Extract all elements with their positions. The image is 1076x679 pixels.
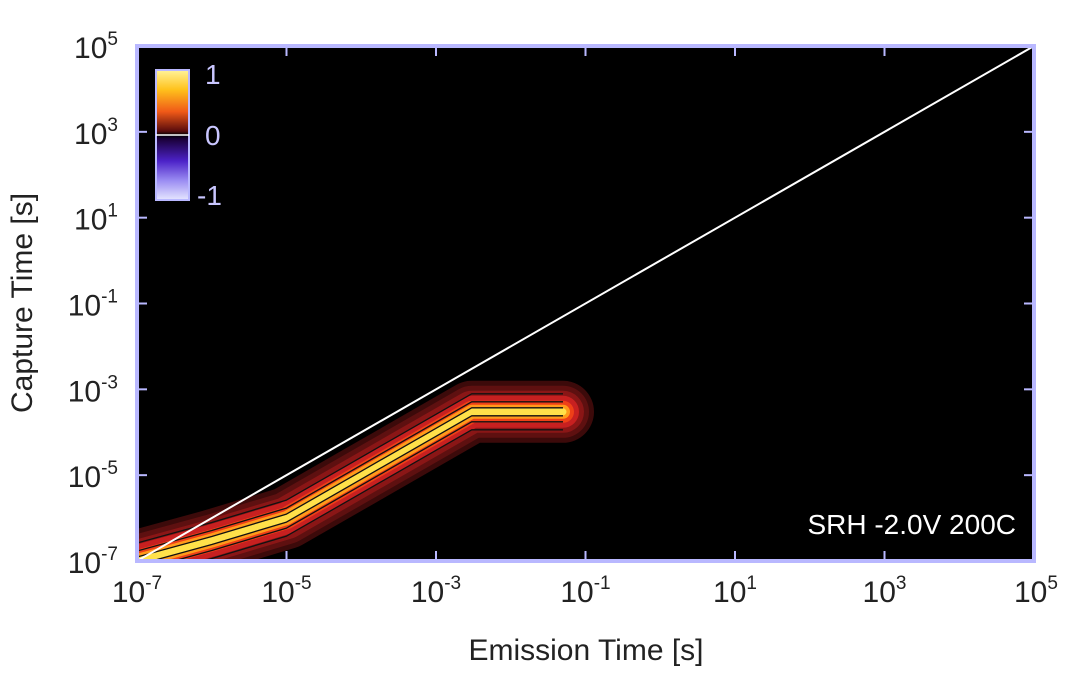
x-tick-label-4: 101 bbox=[713, 573, 757, 609]
contour-line-1 bbox=[137, 401, 563, 552]
density-ridge bbox=[137, 380, 594, 561]
colorbar-label-max: 1 bbox=[205, 59, 221, 90]
y-axis-label: Capture Time [s] bbox=[6, 193, 39, 413]
x-tick-label-6: 105 bbox=[1014, 573, 1058, 609]
y-tick-label-4: 101 bbox=[74, 201, 118, 237]
contour-line-3 bbox=[149, 415, 563, 561]
contour-line-4 bbox=[171, 421, 563, 561]
y-tick-label-3: 10-1 bbox=[68, 287, 118, 323]
contour-line-2 bbox=[137, 407, 563, 558]
x-tick-label-3: 10-1 bbox=[560, 573, 610, 609]
diagonal-line bbox=[137, 46, 1034, 561]
ridge-contour-6 bbox=[137, 408, 567, 561]
x-tick-label-5: 103 bbox=[863, 573, 907, 609]
colorbar: 1 0 -1 bbox=[155, 59, 222, 211]
x-axis-label: Emission Time [s] bbox=[468, 634, 703, 667]
y-tick-label-1: 10-5 bbox=[68, 458, 118, 494]
x-tick-labels: 10-7 10-5 10-3 10-1 101 103 105 bbox=[112, 573, 1058, 609]
tick-marks bbox=[136, 45, 1035, 562]
condition-annotation: SRH -2.0V 200C bbox=[807, 509, 1016, 540]
x-tick-label-0: 10-7 bbox=[112, 573, 162, 609]
x-tick-label-2: 10-3 bbox=[411, 573, 461, 609]
y-tick-label-6: 105 bbox=[74, 29, 118, 65]
y-tick-label-0: 10-7 bbox=[68, 544, 118, 580]
y-tick-label-2: 10-3 bbox=[68, 372, 118, 408]
contour-line-5 bbox=[200, 429, 563, 561]
contour-line-0 bbox=[137, 393, 563, 544]
colorbar-label-zero: 0 bbox=[205, 120, 221, 151]
colorbar-label-min: -1 bbox=[197, 180, 222, 211]
y-tick-labels: 10-7 10-5 10-3 10-1 101 103 105 bbox=[68, 29, 118, 580]
x-tick-label-1: 10-5 bbox=[261, 573, 311, 609]
y-tick-label-5: 103 bbox=[74, 115, 118, 151]
